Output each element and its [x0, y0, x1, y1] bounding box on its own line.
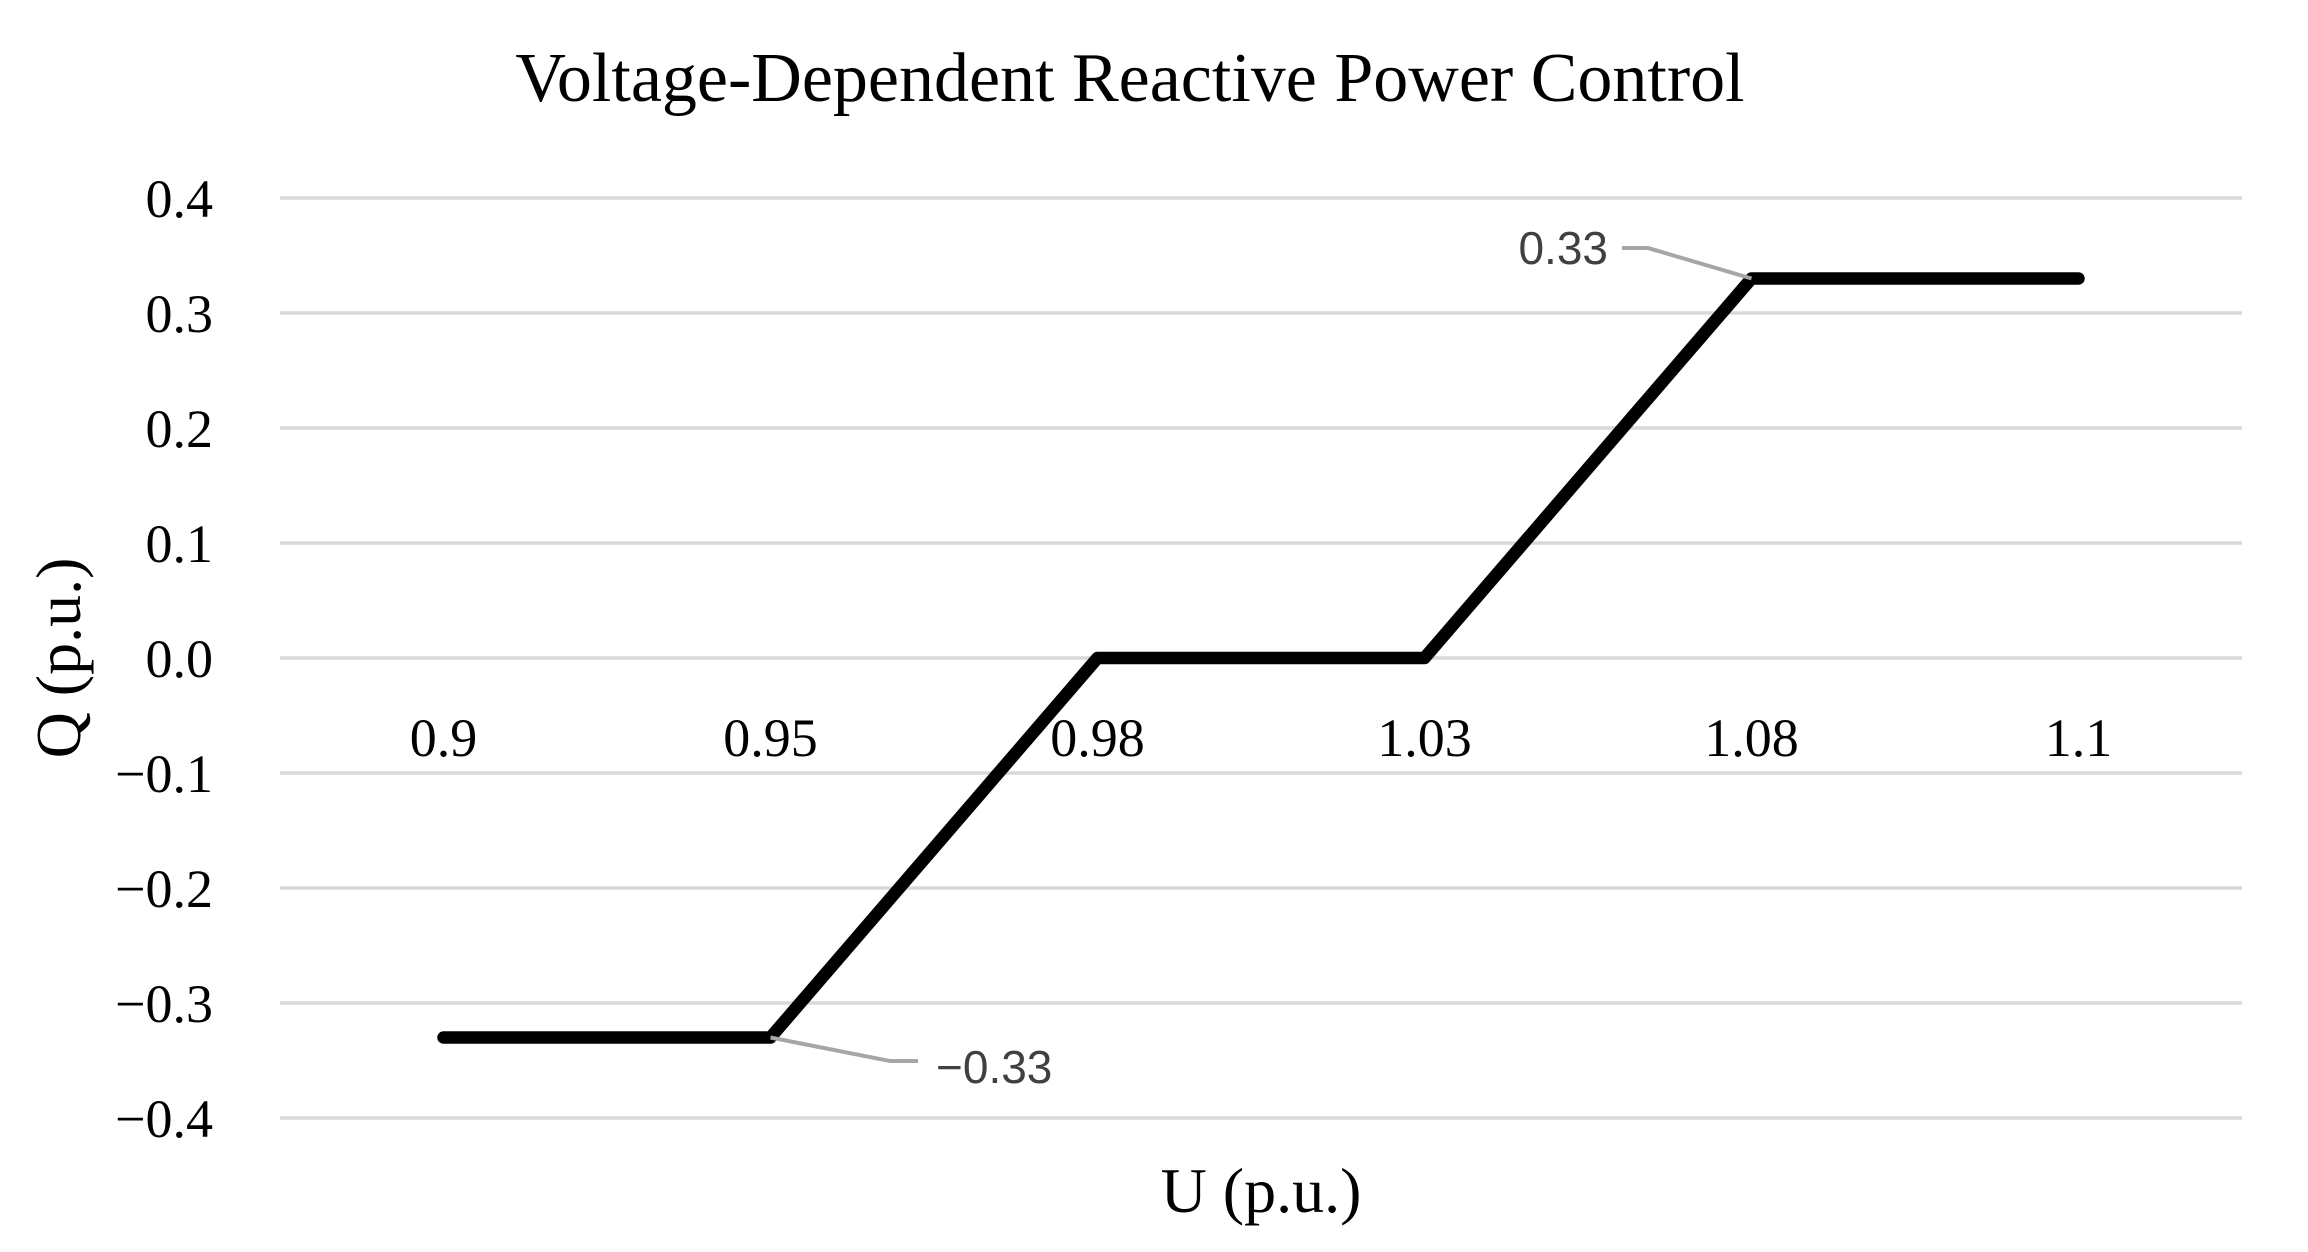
series-line — [437, 272, 2085, 1044]
y-tick-label: −0.4 — [115, 1089, 213, 1149]
data-label-leader — [1622, 246, 1753, 281]
data-label: −0.33 — [936, 1041, 1052, 1093]
y-tick-label: 0.4 — [146, 169, 214, 229]
data-label-leader — [770, 1035, 918, 1063]
y-tick-label: −0.2 — [115, 859, 213, 919]
y-tick-label: 0.2 — [146, 399, 214, 459]
y-tick-label: 0.3 — [146, 284, 214, 344]
x-axis-title: U (p.u.) — [1161, 1155, 1362, 1226]
y-tick-labels-group: 0.4 0.3 0.2 0.1 0.0 −0.1 −0.2 −0.3 −0.4 — [115, 169, 213, 1149]
x-tick-label: 1.03 — [1377, 708, 1472, 768]
y-tick-label: 0.0 — [146, 629, 214, 689]
x-tick-label: 1.1 — [2045, 708, 2113, 768]
chart-title: Voltage-Dependent Reactive Power Control — [515, 40, 1744, 117]
series-group — [437, 272, 2085, 1044]
y-tick-label: −0.3 — [115, 974, 213, 1034]
y-axis-title: Q (p.u.) — [23, 558, 94, 759]
y-tick-label: −0.1 — [115, 744, 213, 804]
x-tick-label: 0.95 — [723, 708, 818, 768]
x-tick-label: 1.08 — [1704, 708, 1799, 768]
data-label: 0.33 — [1518, 222, 1608, 274]
x-tick-label: 0.98 — [1050, 708, 1145, 768]
x-tick-labels-group: 0.9 0.95 0.98 1.03 1.08 1.1 — [410, 708, 2113, 768]
y-tick-label: 0.1 — [146, 514, 214, 574]
data-labels-group: 0.33 −0.33 — [936, 222, 1608, 1093]
data-label-leaders-group — [770, 246, 1753, 1063]
x-tick-label: 0.9 — [410, 708, 478, 768]
